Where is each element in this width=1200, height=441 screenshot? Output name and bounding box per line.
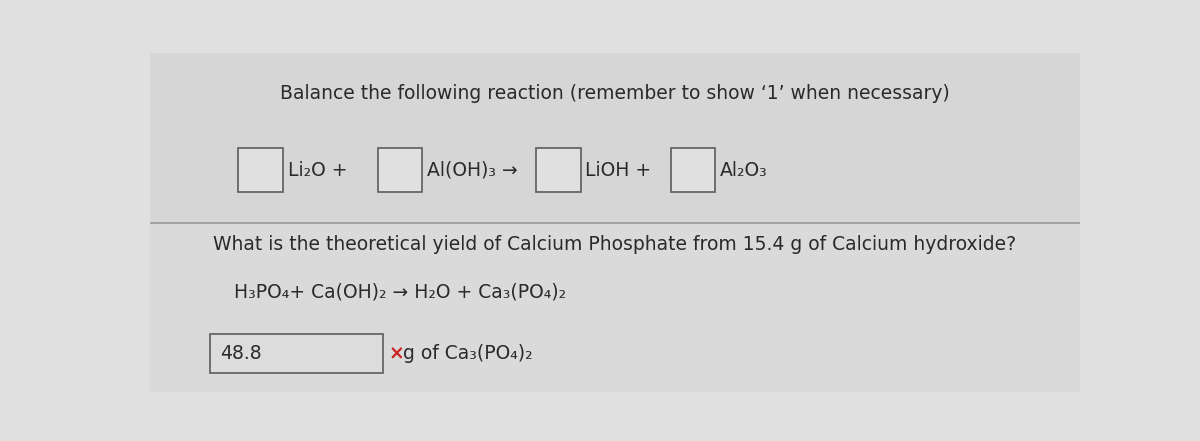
FancyBboxPatch shape <box>671 148 715 192</box>
Bar <box>150 223 1080 392</box>
Text: Li₂O +: Li₂O + <box>288 161 347 179</box>
Text: Al(OH)₃ →: Al(OH)₃ → <box>427 161 518 179</box>
Bar <box>150 53 1080 223</box>
Text: LiOH +: LiOH + <box>586 161 652 179</box>
Text: Balance the following reaction (remember to show ‘1’ when necessary): Balance the following reaction (remember… <box>280 84 950 103</box>
FancyBboxPatch shape <box>210 334 383 373</box>
Text: Al₂O₃: Al₂O₃ <box>720 161 768 179</box>
Text: ×: × <box>389 344 404 363</box>
Text: What is the theoretical yield of Calcium Phosphate from 15.4 g of Calcium hydrox: What is the theoretical yield of Calcium… <box>214 235 1016 254</box>
Text: g of Ca₃(PO₄)₂: g of Ca₃(PO₄)₂ <box>403 344 533 363</box>
Text: H₃PO₄+ Ca(OH)₂ → H₂O + Ca₃(PO₄)₂: H₃PO₄+ Ca(OH)₂ → H₂O + Ca₃(PO₄)₂ <box>234 283 566 302</box>
Text: 48.8: 48.8 <box>220 344 262 363</box>
FancyBboxPatch shape <box>378 148 422 192</box>
FancyBboxPatch shape <box>536 148 581 192</box>
FancyBboxPatch shape <box>239 148 283 192</box>
